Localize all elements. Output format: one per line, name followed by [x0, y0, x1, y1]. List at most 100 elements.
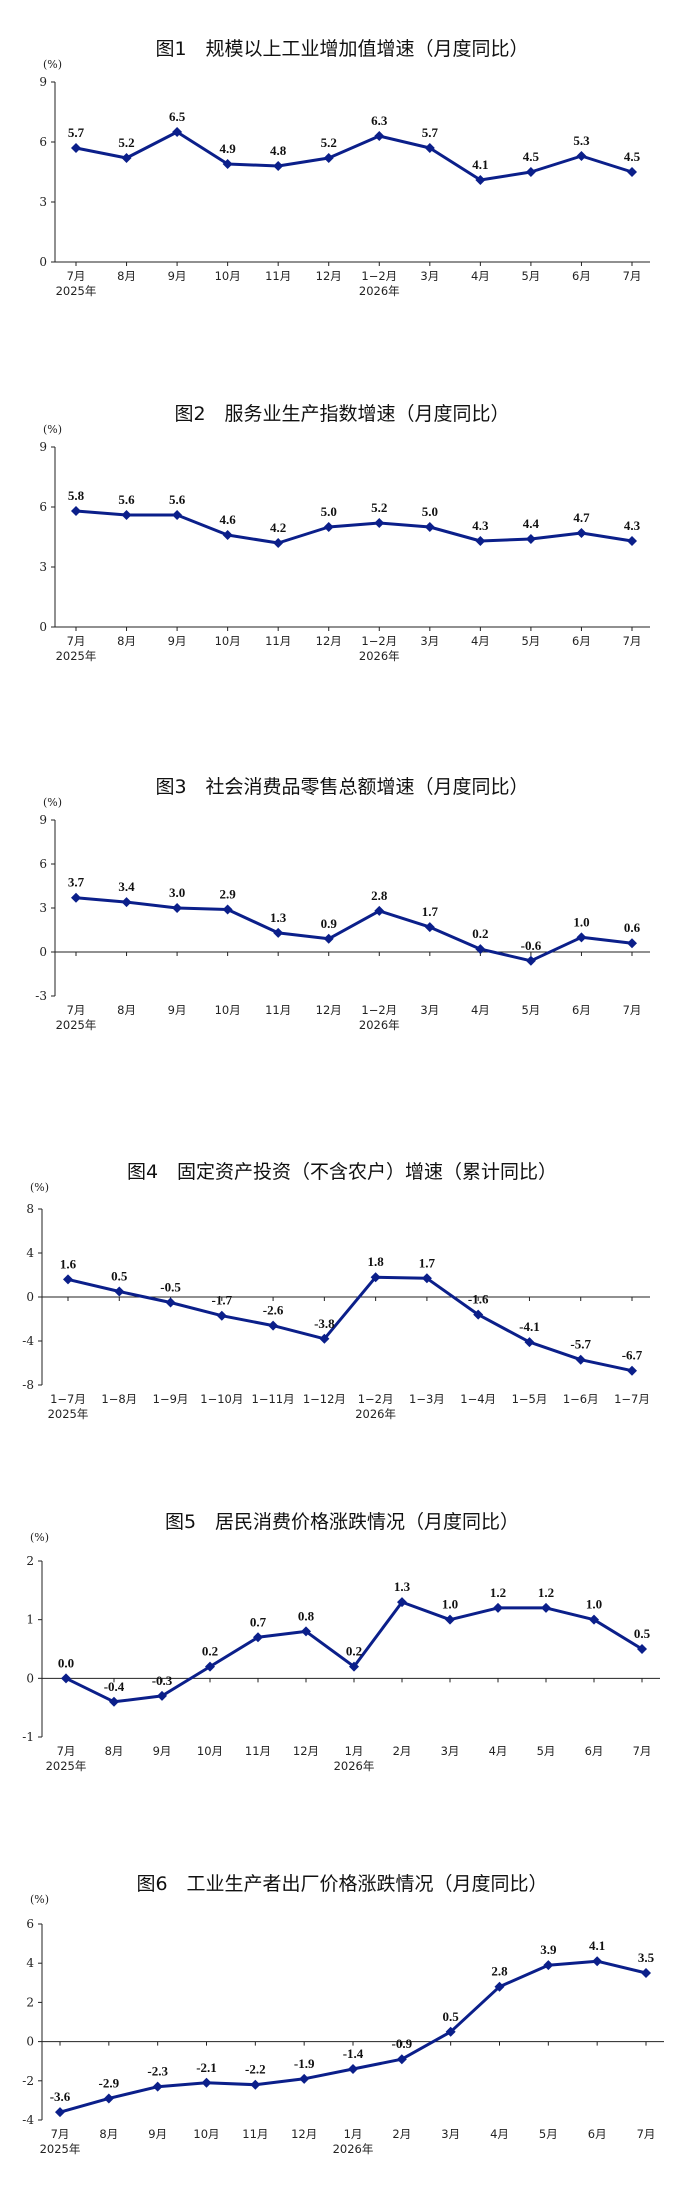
data-point — [576, 151, 587, 161]
data-label: 4.4 — [523, 516, 540, 531]
x-tick-label: 9月 — [148, 2127, 167, 2141]
y-tick-label: 9 — [39, 75, 47, 89]
y-tick-label: 6 — [39, 857, 47, 871]
year-label: 2025年 — [40, 2142, 81, 2156]
data-label: -2.1 — [196, 2060, 217, 2075]
year-label: 2026年 — [333, 2142, 374, 2156]
data-label: 5.6 — [169, 492, 186, 507]
x-tick-label: 12月 — [316, 1003, 342, 1017]
data-label: 0.2 — [202, 1644, 218, 1659]
data-label: 5.0 — [422, 504, 438, 519]
x-tick-label: 4月 — [490, 2127, 509, 2141]
x-tick-label: 1−6月 — [563, 1392, 599, 1406]
data-point — [222, 904, 233, 915]
data-point — [71, 892, 81, 903]
y-tick-label: 4 — [26, 1956, 34, 1970]
x-tick-label: 8月 — [105, 1744, 124, 1758]
x-tick-label: 9月 — [168, 269, 187, 283]
x-tick-label: 12月 — [316, 269, 342, 283]
x-tick-label: 12月 — [316, 634, 342, 648]
y-tick-label: 2 — [26, 1554, 34, 1568]
data-label: 4.7 — [573, 510, 590, 525]
data-label: 4.6 — [220, 512, 237, 527]
data-label: -1.4 — [343, 2046, 364, 2061]
y-tick-label: 6 — [26, 1917, 34, 1931]
data-label: -0.4 — [104, 1679, 125, 1694]
x-tick-label: 10月 — [193, 2127, 219, 2141]
x-tick-label: 6月 — [572, 634, 591, 648]
data-label: 0.2 — [346, 1644, 362, 1659]
x-tick-label: 1−2月 — [361, 634, 397, 648]
data-point — [61, 1673, 71, 1684]
data-point — [627, 1365, 637, 1376]
data-point — [421, 1273, 432, 1284]
data-point — [109, 1696, 119, 1707]
series-line — [59, 1959, 647, 2114]
x-tick-label: 8月 — [99, 2127, 118, 2141]
data-label: -2.3 — [147, 2064, 168, 2079]
x-tick-label: 11月 — [265, 269, 291, 283]
data-label: 5.8 — [68, 488, 85, 503]
data-label: -0.9 — [392, 2036, 413, 2051]
data-point — [370, 1272, 381, 1283]
data-point — [222, 530, 233, 540]
data-label: 0.7 — [250, 1614, 267, 1629]
data-label: 0.9 — [321, 916, 338, 931]
data-point — [349, 1661, 359, 1672]
data-label: 5.0 — [321, 504, 337, 519]
data-label: 0.5 — [111, 1269, 128, 1284]
data-point — [268, 1320, 279, 1331]
x-tick-label: 5月 — [537, 1744, 556, 1758]
x-tick-label: 6月 — [588, 2127, 607, 2141]
data-point — [424, 522, 435, 532]
y-tick-label: -4 — [22, 1334, 34, 1348]
data-point — [172, 903, 183, 913]
data-point — [541, 1602, 551, 1613]
data-label: 5.2 — [118, 135, 134, 150]
data-point — [323, 153, 334, 163]
data-point — [543, 1960, 554, 1971]
y-tick-label: -8 — [22, 1378, 34, 1392]
data-label: 2.8 — [491, 1964, 508, 1979]
y-tick-label: 0 — [26, 2035, 34, 2049]
y-tick-label: 0 — [26, 1671, 34, 1685]
year-label: 2025年 — [56, 649, 97, 663]
data-point — [576, 528, 587, 538]
y-tick-label: -4 — [22, 2113, 34, 2127]
x-tick-label: 3月 — [441, 2127, 460, 2141]
x-tick-label: 1月 — [344, 2127, 363, 2141]
data-label: -1.7 — [212, 1293, 233, 1308]
year-label: 2025年 — [56, 284, 97, 298]
x-tick-label: 4月 — [471, 1003, 490, 1017]
data-point — [475, 944, 486, 955]
x-tick-label: 9月 — [168, 1003, 187, 1017]
x-tick-label: 1−7月 — [614, 1392, 650, 1406]
y-tick-label: 0 — [39, 255, 47, 269]
data-label: 5.7 — [422, 125, 439, 140]
chart-title: 图4 固定资产投资（不含农户）增速（累计同比） — [127, 1161, 557, 1183]
data-point — [222, 159, 233, 169]
data-point — [71, 506, 81, 516]
data-label: -2.9 — [99, 2075, 120, 2090]
data-point — [473, 1309, 484, 1320]
data-point — [55, 2107, 65, 2118]
year-label: 2026年 — [355, 1407, 396, 1421]
data-label: 4.1 — [472, 157, 488, 172]
y-tick-label: 0 — [39, 620, 47, 634]
data-label: 0.8 — [298, 1608, 315, 1623]
x-tick-label: 3月 — [420, 634, 439, 648]
data-point — [424, 143, 435, 153]
y-unit-label: (%) — [30, 1531, 49, 1544]
data-point — [299, 2073, 310, 2084]
data-point — [397, 1597, 407, 1608]
data-label: 0.5 — [443, 2009, 460, 2024]
data-point — [374, 131, 385, 141]
x-tick-label: 1−4月 — [460, 1392, 496, 1406]
data-label: -5.7 — [570, 1337, 591, 1352]
data-label: 2.8 — [371, 888, 388, 903]
year-label: 2026年 — [359, 1018, 400, 1032]
x-tick-label: 1−7月 — [50, 1392, 86, 1406]
chart-title: 图5 居民消费价格涨跌情况（月度同比） — [165, 1511, 519, 1533]
x-tick-label: 11月 — [265, 634, 291, 648]
